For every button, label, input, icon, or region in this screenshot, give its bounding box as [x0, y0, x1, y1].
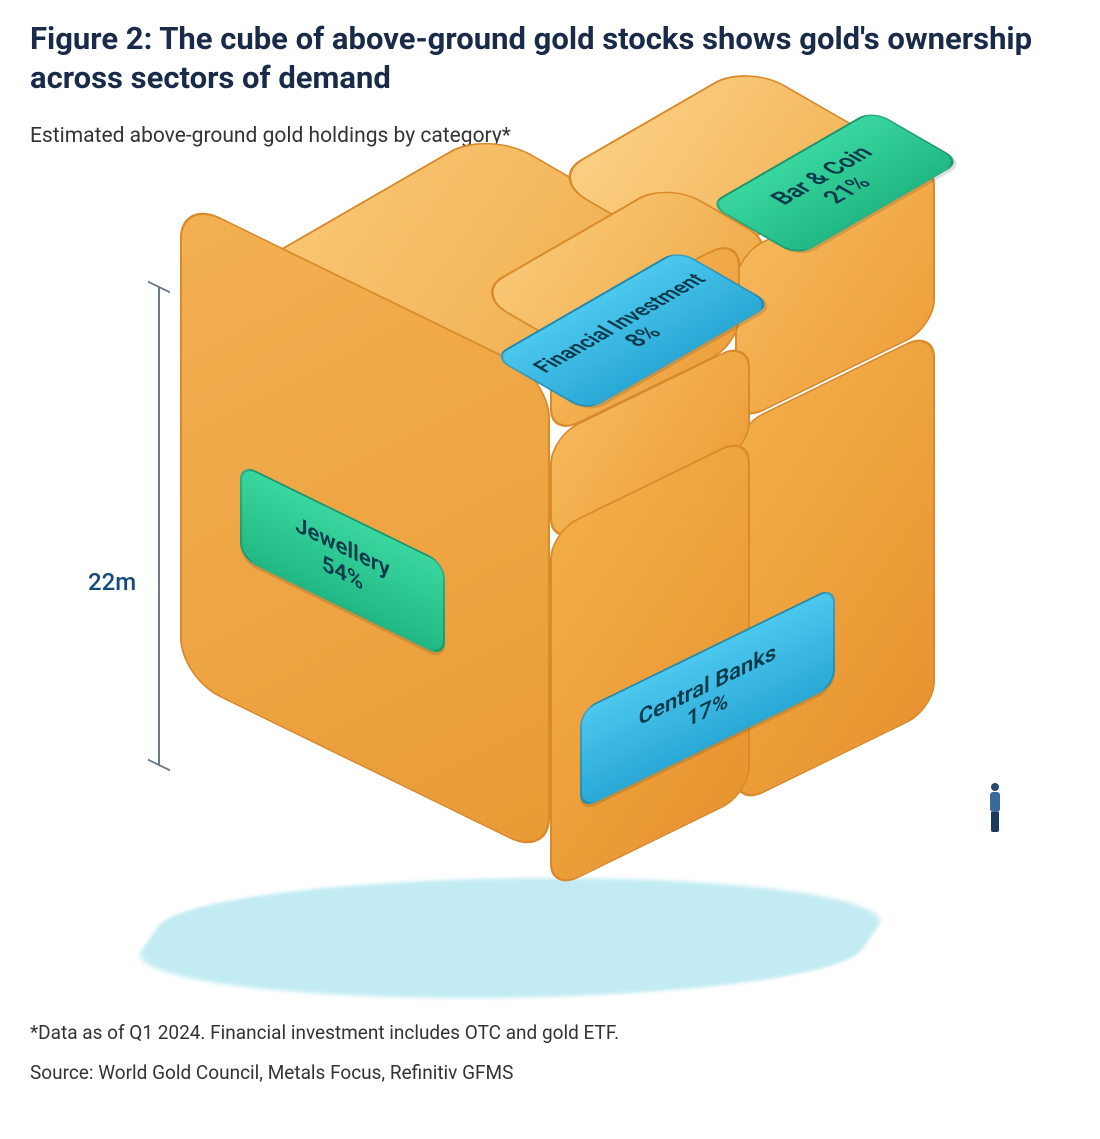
cube-diagram: 22m Jewellery 54% Bar & Coin 21% Financi… — [30, 188, 1070, 1008]
scale-label: 22m — [88, 568, 136, 596]
footnote-data: *Data as of Q1 2024. Financial investmen… — [30, 1018, 1070, 1048]
figure-title: Figure 2: The cube of above-ground gold … — [30, 20, 1070, 98]
scale-bracket — [158, 285, 160, 766]
cube-shadow — [108, 878, 912, 998]
footnote-source: Source: World Gold Council, Metals Focus… — [30, 1058, 1070, 1088]
person-scale-icon — [988, 783, 1002, 833]
